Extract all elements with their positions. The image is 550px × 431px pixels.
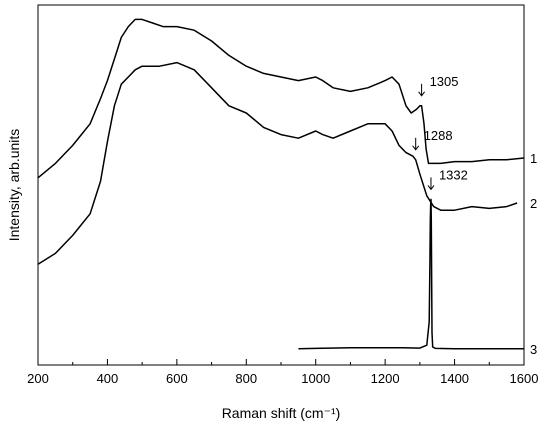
- series-lines: [37, 18, 525, 350]
- plot-frame: [37, 4, 525, 366]
- x-tick-label: 1400: [440, 371, 469, 386]
- series-1-line: [37, 18, 525, 179]
- x-axis-ticks: 200 400 600 800 1000 1200 1400 1600: [27, 359, 538, 386]
- series-3-line: [298, 198, 524, 350]
- series-label-3: 3: [530, 342, 537, 357]
- annotation-arrow-icon: [412, 145, 420, 151]
- annotation-label: 1332: [439, 167, 468, 182]
- x-tick-label: 1200: [371, 371, 400, 386]
- series-labels: 1 2 3: [530, 151, 537, 357]
- x-tick-label: 400: [97, 371, 119, 386]
- y-axis-label: Intensity, arb.units: [6, 129, 22, 242]
- series-label-2: 2: [530, 196, 537, 211]
- x-tick-label: 600: [166, 371, 188, 386]
- peak-annotations: 1305 1288 1332: [412, 74, 468, 191]
- annotation-arrow-icon: [427, 185, 435, 191]
- x-tick-label: 200: [27, 371, 49, 386]
- series-label-1: 1: [530, 151, 537, 166]
- x-axis-label: Raman shift (cm⁻¹): [222, 405, 341, 421]
- annotation-label: 1305: [430, 74, 459, 89]
- annotation-label: 1288: [424, 128, 453, 143]
- annotation-arrow-icon: [418, 91, 425, 97]
- x-tick-label: 1600: [510, 371, 539, 386]
- x-tick-label: 800: [235, 371, 257, 386]
- x-tick-label: 1000: [301, 371, 330, 386]
